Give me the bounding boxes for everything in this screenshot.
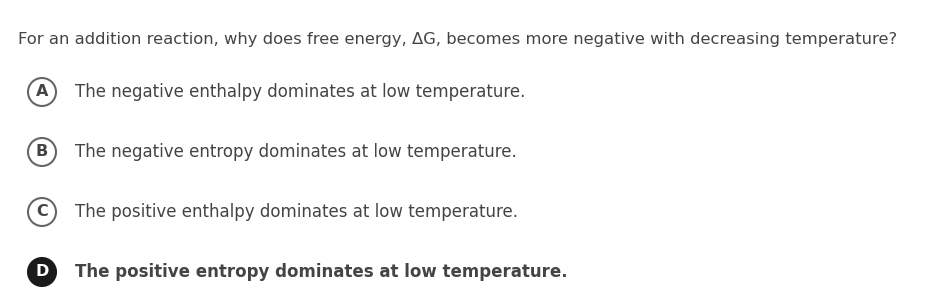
Text: A: A (36, 85, 48, 99)
Circle shape (28, 78, 56, 106)
Circle shape (28, 258, 56, 286)
Text: The negative entropy dominates at low temperature.: The negative entropy dominates at low te… (75, 143, 517, 161)
Text: B: B (36, 144, 48, 160)
Text: The positive enthalpy dominates at low temperature.: The positive enthalpy dominates at low t… (75, 203, 518, 221)
Text: The negative enthalpy dominates at low temperature.: The negative enthalpy dominates at low t… (75, 83, 525, 101)
Text: For an addition reaction, why does free energy, ΔG, becomes more negative with d: For an addition reaction, why does free … (18, 32, 897, 47)
Circle shape (28, 138, 56, 166)
Circle shape (28, 198, 56, 226)
Text: D: D (36, 264, 49, 279)
Text: C: C (36, 205, 48, 219)
Text: The positive entropy dominates at low temperature.: The positive entropy dominates at low te… (75, 263, 567, 281)
